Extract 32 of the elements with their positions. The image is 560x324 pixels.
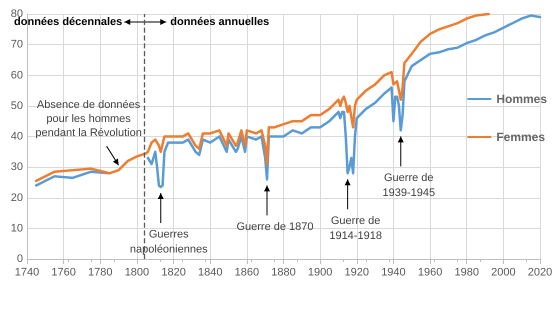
y-tick-label: 50 bbox=[10, 100, 23, 112]
x-tick-label: 1780 bbox=[88, 266, 113, 278]
y-tick-label: 10 bbox=[10, 222, 23, 234]
y-tick-label: 30 bbox=[10, 161, 23, 174]
y-tick-label: 70 bbox=[10, 38, 23, 51]
annotation: Guerres napoléoniennes bbox=[130, 228, 208, 256]
x-tick-label: 1760 bbox=[51, 266, 76, 278]
y-tick-label: 60 bbox=[10, 69, 23, 82]
annotation: données décennales bbox=[14, 16, 122, 28]
x-tick-label: 1960 bbox=[418, 266, 442, 278]
annotation: Absence de données pour les hommes pendant la Révolution bbox=[35, 99, 142, 140]
annotation: Guerre de 1870 bbox=[236, 220, 314, 233]
x-tick-label: 1820 bbox=[161, 266, 186, 278]
y-tick-label: 20 bbox=[10, 192, 23, 204]
x-tick-label: 1920 bbox=[344, 266, 370, 278]
y-tick-label: 40 bbox=[10, 130, 23, 142]
annotation: Guerre de 1939-1945 bbox=[382, 172, 436, 199]
x-tick-label: 1740 bbox=[14, 266, 40, 278]
x-tick-label: 1880 bbox=[271, 266, 296, 278]
x-tick-label: 1840 bbox=[198, 266, 222, 278]
y-tick-label: 0 bbox=[16, 253, 23, 265]
x-tick-label: 1900 bbox=[308, 266, 332, 278]
legend-label: Hommes bbox=[496, 92, 548, 106]
x-tick-label: 2020 bbox=[528, 266, 552, 278]
annotation: Guerre de 1914-1918 bbox=[329, 214, 382, 242]
annotation: données annuelles bbox=[170, 16, 270, 28]
x-tick-label: 1980 bbox=[454, 266, 479, 278]
x-tick-label: 1940 bbox=[381, 266, 406, 278]
legend-label: Femmes bbox=[496, 130, 546, 144]
x-tick-label: 2000 bbox=[491, 266, 516, 278]
x-tick-label: 1800 bbox=[124, 266, 150, 278]
x-tick-label: 1860 bbox=[234, 266, 260, 278]
